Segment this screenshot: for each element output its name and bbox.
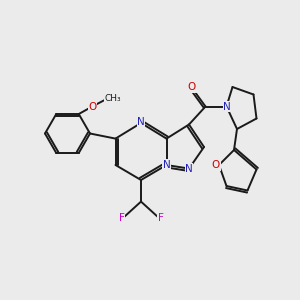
Text: O: O — [88, 101, 96, 112]
Text: N: N — [223, 101, 231, 112]
Text: O: O — [188, 82, 196, 92]
Text: N: N — [185, 164, 193, 174]
Text: N: N — [137, 117, 145, 128]
Text: O: O — [212, 160, 220, 170]
Text: F: F — [118, 213, 124, 223]
Text: F: F — [158, 213, 164, 223]
Text: N: N — [163, 160, 170, 170]
Text: CH₃: CH₃ — [105, 94, 122, 103]
